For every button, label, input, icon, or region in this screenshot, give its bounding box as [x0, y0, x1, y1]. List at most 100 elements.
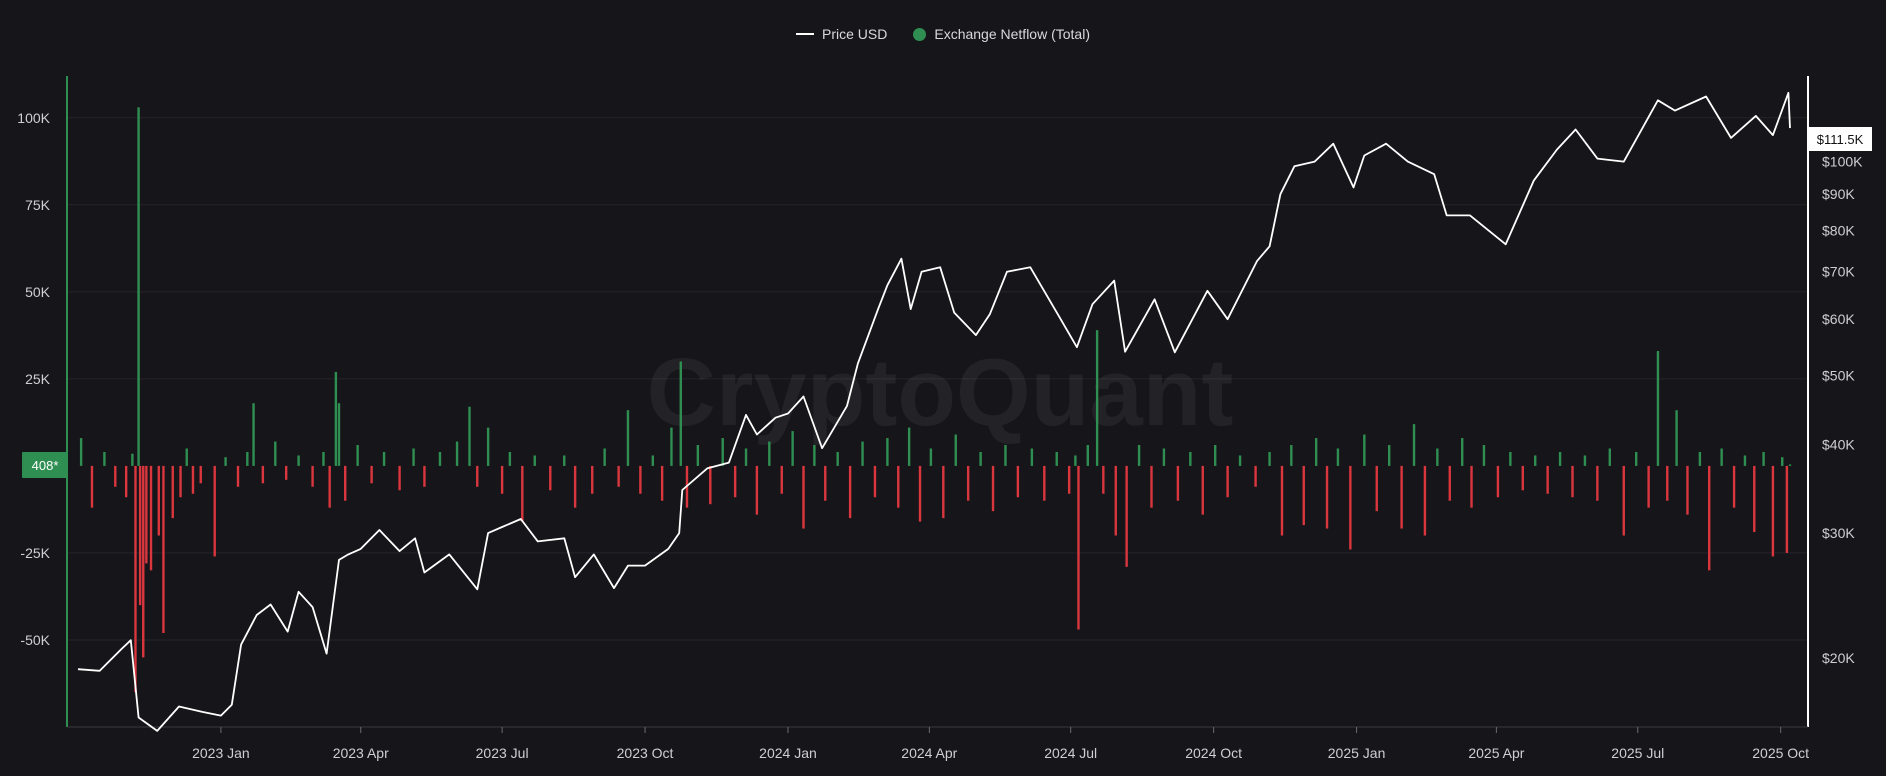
netflow-bar [824, 465, 827, 501]
x-tick-label: 2024 Apr [901, 745, 957, 761]
netflow-bar [1470, 465, 1473, 508]
price-line-swatch [796, 33, 814, 35]
legend-item-price[interactable]: Price USD [796, 26, 887, 42]
netflow-bar [1189, 451, 1192, 466]
netflow-bar [1325, 465, 1329, 529]
netflow-bar [848, 465, 852, 519]
netflow-bar [639, 465, 642, 494]
netflow-bar [382, 451, 386, 466]
legend: Price USD Exchange Netflow (Total) [0, 26, 1886, 42]
netflow-bar [1030, 448, 1034, 466]
x-axis-ticks: 2023 Jan 2023 Apr 2023 Jul 2023 Oct 2024 Jan… [192, 727, 1809, 761]
netflow-bar [679, 361, 682, 466]
netflow-bar [1423, 465, 1427, 536]
netflow-bar [942, 465, 945, 519]
netflow-bar [311, 465, 314, 487]
x-tick-label: 2024 Oct [1185, 745, 1242, 761]
netflow-bar [1622, 465, 1625, 536]
netflow-bar [897, 465, 900, 508]
netflow-bar [1732, 465, 1736, 508]
x-tick-label: 2023 Apr [333, 745, 389, 761]
netflow-bar [1102, 465, 1105, 494]
right-axis-ticks: $100K $90K $80K $70K $60K $50K $40K $30K $20K [1822, 154, 1863, 667]
netflow-bar [1226, 465, 1229, 498]
netflow-bar [284, 465, 288, 480]
netflow-bar [191, 465, 195, 494]
netflow-bar [533, 455, 536, 466]
netflow-bar [721, 438, 724, 466]
netflow-bar [1634, 451, 1638, 466]
netflow-bar [549, 465, 552, 491]
legend-item-netflow[interactable]: Exchange Netflow (Total) [913, 26, 1090, 42]
legend-price-label: Price USD [822, 26, 888, 42]
netflow-bar [670, 427, 673, 466]
right-tick-label: $50K [1822, 367, 1855, 383]
netflow-badge-bg [22, 452, 68, 478]
price-current-badge: $111.5K [1808, 127, 1872, 151]
left-tick-label: -50K [20, 632, 50, 648]
netflow-bar [246, 451, 249, 466]
netflow-bar [1788, 464, 1792, 466]
netflow-bar [134, 465, 137, 693]
netflow-bar [603, 448, 606, 466]
netflow-bar [1448, 465, 1451, 501]
netflow-current-badge: 408* [22, 452, 68, 478]
netflow-bar [780, 465, 783, 494]
netflow-bar [813, 445, 816, 466]
netflow-bar [1753, 465, 1756, 533]
price-line[interactable] [77, 91, 1791, 732]
netflow-bar [991, 465, 995, 512]
netflow-bar [1509, 451, 1512, 466]
netflow-bar [836, 451, 839, 466]
netflow-bar [142, 465, 145, 658]
netflow-bar [907, 427, 911, 466]
netflow-bar [124, 465, 128, 498]
price-badge-bg [1808, 127, 1872, 151]
netflow-bar [508, 451, 512, 466]
netflow-bar [1762, 451, 1765, 466]
netflow-bar [768, 441, 771, 466]
netflow-bar [1314, 438, 1318, 466]
right-tick-label: $20K [1822, 650, 1855, 666]
netflow-bar [1583, 455, 1587, 466]
netflow-bar [886, 438, 889, 466]
x-tick-label: 2025 Jan [1328, 745, 1386, 761]
netflow-bar [1571, 465, 1574, 498]
netflow-bar [1785, 465, 1789, 553]
netflow-bar [171, 465, 174, 519]
netflow-bar [137, 107, 140, 466]
netflow-bar [297, 455, 300, 466]
netflow-bar [744, 448, 748, 466]
netflow-bar [1363, 434, 1366, 466]
netflow-bar [929, 448, 933, 466]
netflow-bar [1201, 465, 1204, 515]
netflow-bar [626, 410, 630, 466]
netflow-bar [1114, 465, 1117, 536]
right-tick-label: $80K [1822, 222, 1855, 238]
netflow-bar [157, 465, 160, 536]
netflow-bar [1086, 445, 1090, 466]
netflow-bar [79, 438, 83, 466]
netflow-bar [344, 465, 347, 501]
netflow-bar [1781, 457, 1784, 466]
netflow-bar [1461, 438, 1464, 466]
netflow-bar [1647, 465, 1650, 508]
netflow-bar [755, 465, 759, 515]
netflow-bar [213, 465, 216, 557]
netflow-bar [1213, 445, 1217, 466]
netflow-dot-swatch [913, 27, 927, 41]
netflow-bar [1482, 445, 1486, 466]
netflow-bar [1290, 445, 1293, 466]
netflow-bar [1254, 465, 1257, 487]
netflow-bar [1095, 330, 1099, 466]
netflow-bar [651, 455, 655, 466]
netflow-bar [1558, 451, 1562, 466]
netflow-bar [1125, 465, 1128, 567]
netflow-bar [90, 465, 94, 508]
netflow-bar [1162, 448, 1166, 466]
netflow-bar [1375, 465, 1378, 512]
netflow-bar [979, 451, 982, 466]
netflow-bar [1496, 465, 1500, 498]
netflow-bar [370, 465, 373, 484]
